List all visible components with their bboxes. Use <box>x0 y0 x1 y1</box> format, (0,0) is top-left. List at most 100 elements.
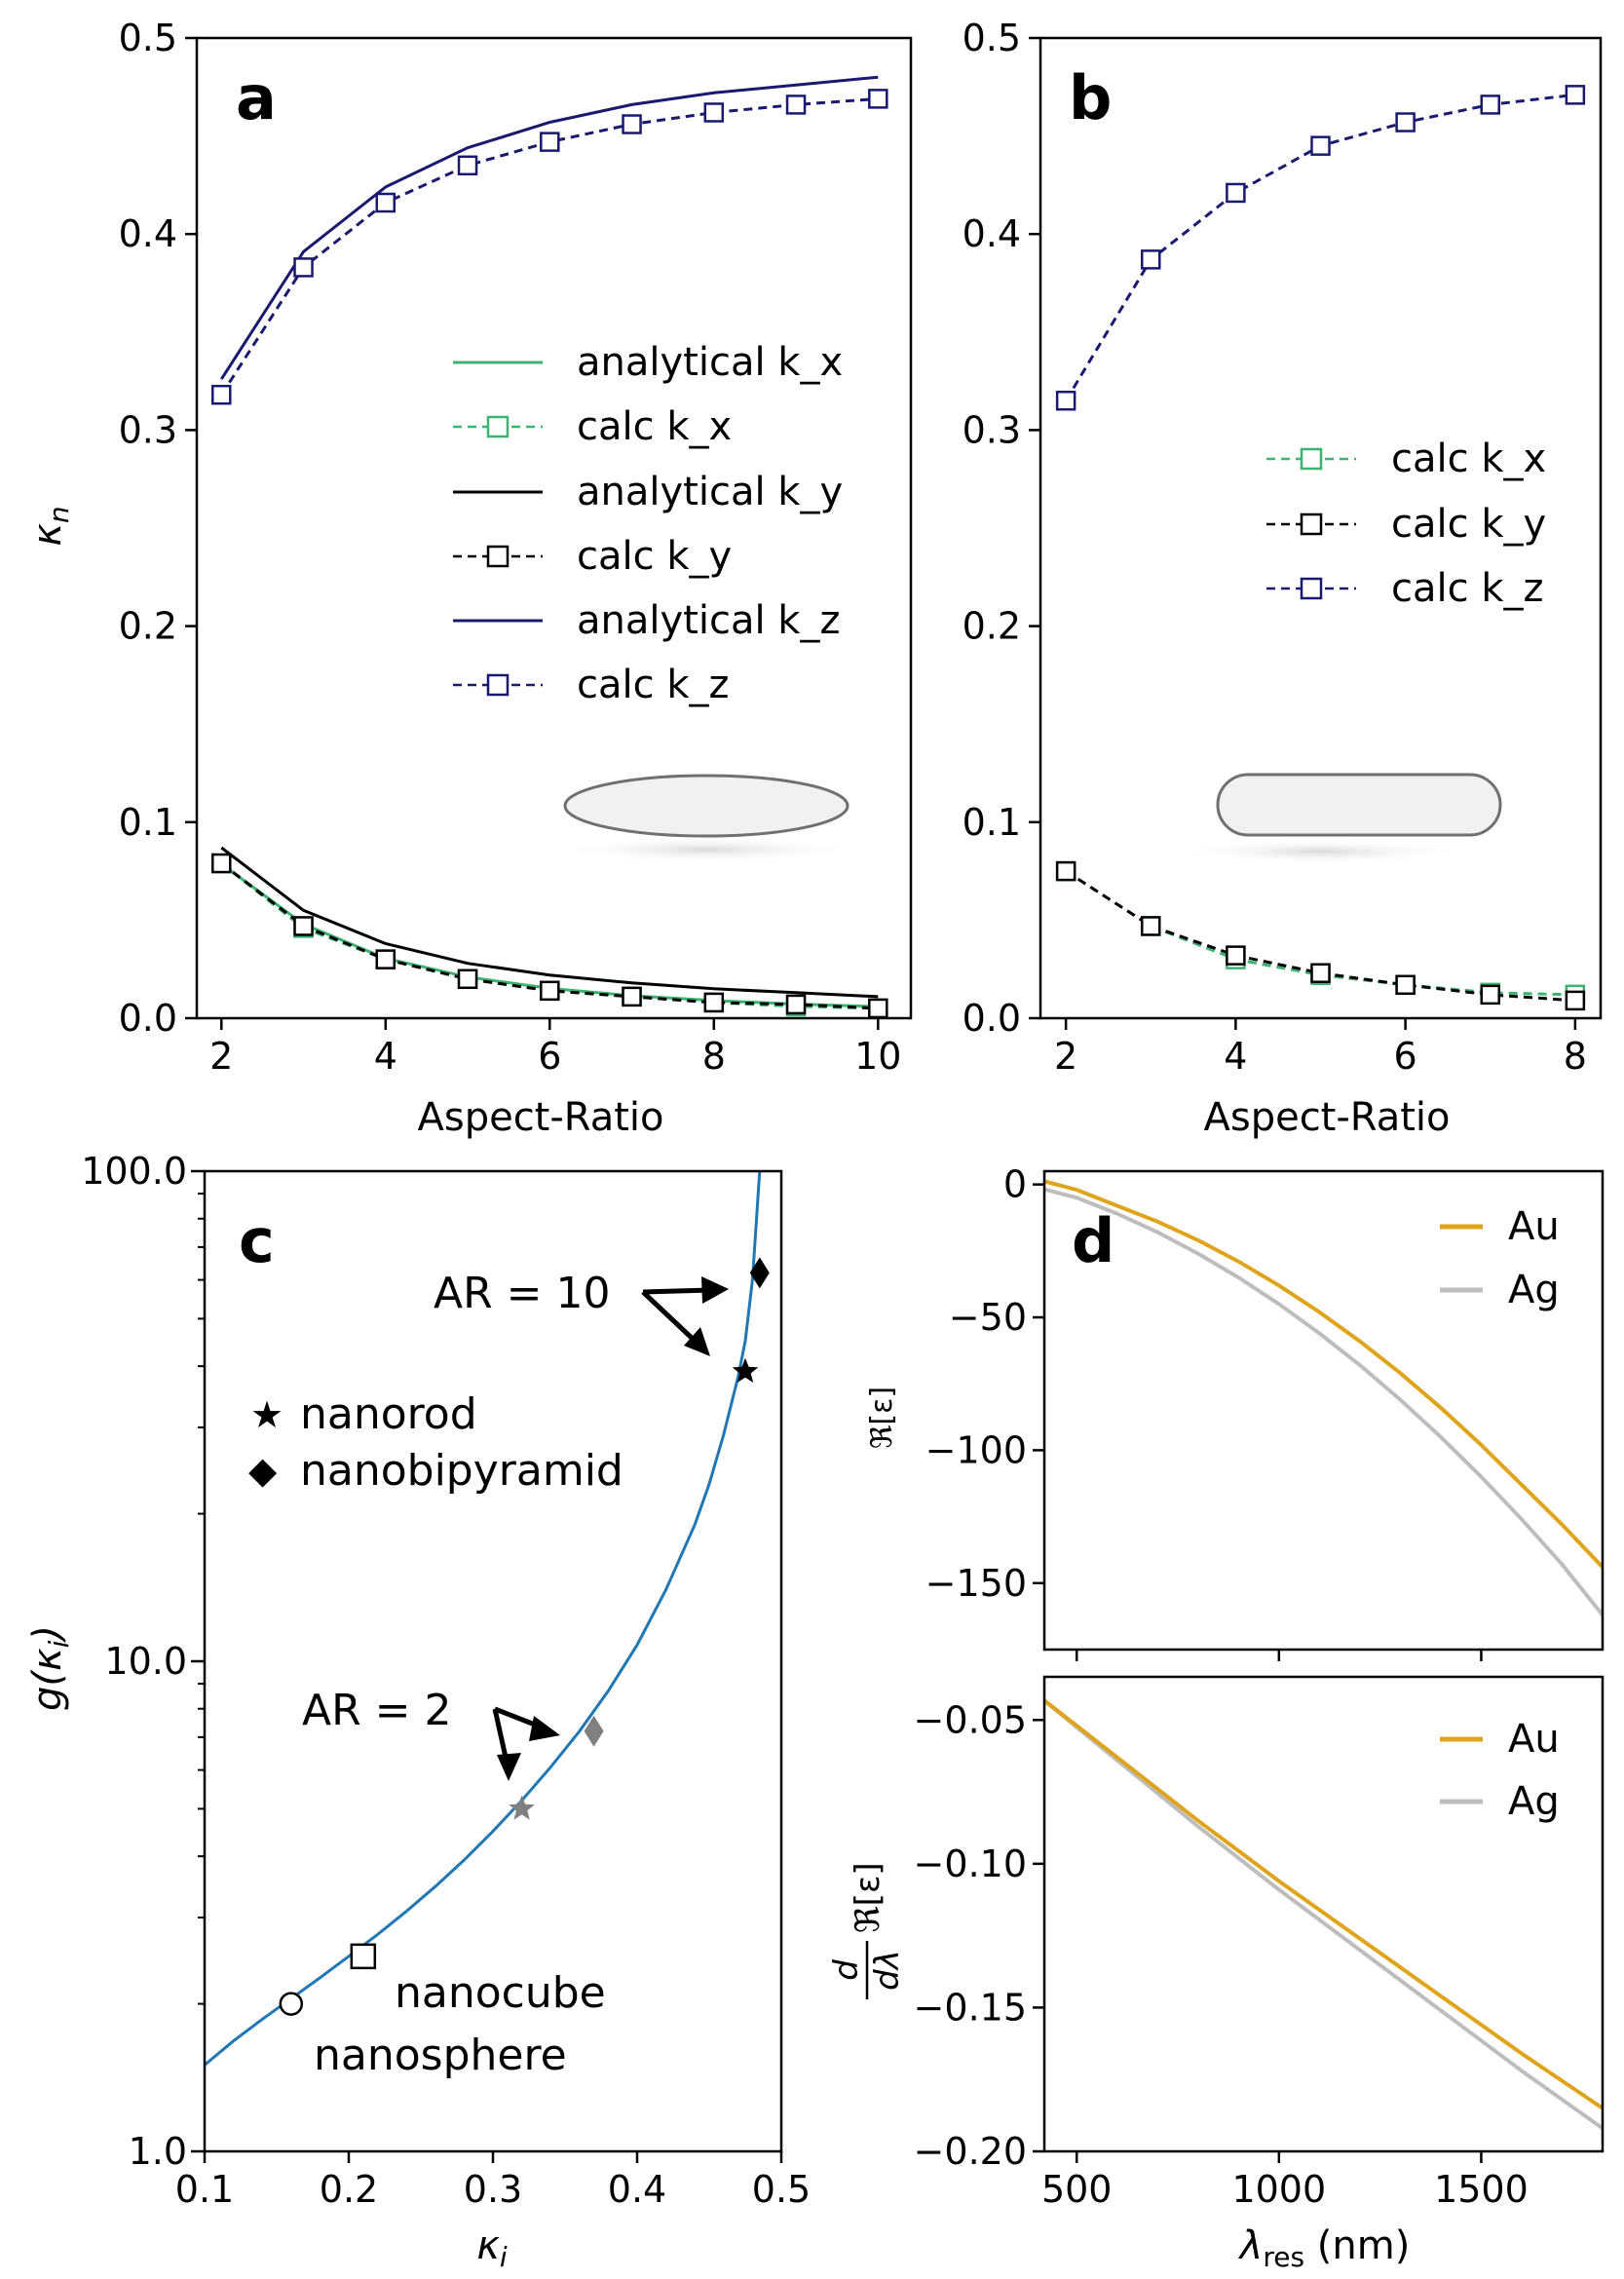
data-point-calc-k_z <box>1310 135 1331 156</box>
panel-d-bottom-ylabel: d dλ ℜ[ε] <box>827 1862 907 1999</box>
annotation-nanocube: nanocube <box>395 1968 606 2018</box>
data-point-calc-k_z <box>211 384 232 405</box>
y-tick-label: 0.5 <box>963 17 1021 59</box>
panel-c-ylabel-main: g(κ <box>25 1648 70 1711</box>
annotation-ar10: AR = 10 <box>434 1269 611 1318</box>
x-tick-label: 0.5 <box>752 2168 811 2211</box>
panel-d-xlabel: λres (nm) <box>1238 2223 1411 2273</box>
marker-nanobipyramid-AR-2 <box>584 1715 604 1747</box>
y-tick-label: 0.1 <box>963 801 1021 844</box>
x-tick-label: 500 <box>1041 2168 1113 2211</box>
y-tick-label: 0.2 <box>963 605 1021 648</box>
data-point-calc-k_y <box>1310 963 1331 983</box>
panel-c-letter: c <box>239 1205 275 1276</box>
panel-d-letter: d <box>1072 1205 1114 1276</box>
legend-label-calc-kx: calc k_x <box>577 404 732 449</box>
y-tick-label: −150 <box>925 1562 1027 1605</box>
data-point-calc-k_z <box>785 95 807 115</box>
panel-d-bottom-ylabel-den: dλ <box>868 1950 907 1991</box>
marker-nanobipyramid-AR-10 <box>749 1257 770 1289</box>
x-tick-label: 0.3 <box>464 2168 522 2211</box>
panel-d-bottom-ylabel-rest: ℜ[ε] <box>849 1862 888 1933</box>
g-kappa-curve <box>204 1170 762 2067</box>
x-tick-label: 10 <box>854 1035 901 1078</box>
data-point-calc-k_y <box>785 994 807 1015</box>
panel-d: 0 −50 −100 −150 500 1000 1500 −0.05 −0.10 −0.15 −… <box>827 1163 1605 2273</box>
x-tick-label: 6 <box>538 1035 561 1078</box>
data-point-calc-k_z <box>868 89 888 109</box>
data-point-calc-k_y <box>1565 990 1586 1011</box>
panel-b-xlabel: Aspect-Ratio <box>1203 1095 1450 1140</box>
marker-nanorod-AR-2 <box>509 1795 535 1820</box>
y-tick-label: −0.15 <box>914 1986 1027 2029</box>
annotation-ar10-arrowhead-1 <box>701 1276 729 1304</box>
y-tick-label: 0.2 <box>119 605 177 648</box>
data-point-calc-k_z <box>1055 390 1076 411</box>
legend-marker-calc-kz <box>486 673 510 697</box>
legend-diamond-symbol: ◆ <box>248 1449 278 1492</box>
y-tick-label: 0.3 <box>963 408 1021 451</box>
x-tick-label: 4 <box>1224 1035 1247 1078</box>
data-point-calc-k_z <box>1480 95 1500 115</box>
legend-marker-b-calc-ky <box>1300 513 1323 536</box>
panel-c-xlabel-main: κ <box>476 2223 500 2268</box>
panel-d-top-legend: Au Ag <box>1440 1204 1560 1312</box>
panel-a-ylabel-main: κ <box>25 523 70 547</box>
panel-c-ylabel-end: ) <box>25 1625 70 1644</box>
y-tick-label: 0.3 <box>119 408 177 451</box>
ellipsoid-illustration <box>555 774 857 863</box>
x-tick-label: 8 <box>702 1035 726 1078</box>
y-tick-label: −100 <box>925 1428 1027 1471</box>
legend-marker-b-calc-kx <box>1300 447 1323 471</box>
panel-a-ylabel: κn <box>25 506 75 546</box>
data-point-calc-k_y <box>1141 916 1161 936</box>
x-tick-label: 0.1 <box>175 2168 234 2211</box>
y-tick-label: 0.0 <box>963 997 1021 1040</box>
annotation-ar2-arrow <box>492 1706 541 1763</box>
annotation-ar10-arrowhead-2 <box>684 1327 710 1356</box>
data-point-calc-k_y <box>868 998 888 1019</box>
legend-label-nanorod: nanorod <box>300 1389 477 1439</box>
data-point-calc-k_z <box>703 102 725 123</box>
data-point-calc-k_y <box>1226 945 1246 966</box>
legend-marker-calc-ky <box>486 545 510 568</box>
y-tick-label: 0.0 <box>119 997 177 1040</box>
panel-d-xlabel-end: (nm) <box>1304 2223 1410 2268</box>
series-line-Au <box>1044 1697 1603 2110</box>
legend-marker-calc-kx <box>486 415 510 438</box>
y-tick-label: 0.4 <box>119 212 177 255</box>
legend-label-d-top-ag: Ag <box>1508 1268 1560 1312</box>
legend-star-symbol: ★ <box>250 1393 283 1436</box>
data-point-calc-k_y <box>375 949 397 969</box>
panel-c-ylabel-sub: i <box>43 1640 75 1648</box>
y-tick-label: 0.5 <box>119 17 177 59</box>
panel-a-xlabel: Aspect-Ratio <box>417 1095 663 1140</box>
panel-b-plot-area: 2 4 6 8 0.0 0.1 0.2 0.3 0.4 0.5 <box>963 17 1603 1078</box>
x-tick-label: 0.2 <box>320 2168 378 2211</box>
panel-a-legend: analytical k_x calc k_x analytical k_y c… <box>453 340 843 707</box>
data-point-calc-k_z <box>1565 85 1586 105</box>
data-point-calc-k_y <box>457 969 478 990</box>
capsule-illustration <box>1174 773 1502 864</box>
y-tick-label: −0.20 <box>914 2130 1027 2173</box>
panel-c-ylabel: g(κi) <box>25 1625 75 1711</box>
marker-nanorod-AR-10 <box>732 1357 759 1383</box>
series-line-Ag <box>1044 1697 1603 2131</box>
data-point-calc-k_z <box>1226 182 1246 204</box>
y-tick-label: 10.0 <box>104 1640 187 1683</box>
series-line-analytical-k_z <box>220 75 879 380</box>
panel-a-ylabel-sub: n <box>43 506 75 523</box>
panel-b: 2 4 6 8 0.0 0.1 0.2 0.3 0.4 0.5 b calc k_x calc k… <box>963 17 1603 1140</box>
annotation-ar2-arrowhead-2 <box>497 1753 521 1781</box>
data-point-calc-k_z <box>457 155 478 176</box>
x-tick-label: 2 <box>209 1035 233 1078</box>
legend-label-analytical-ky: analytical k_y <box>577 470 843 514</box>
y-tick-label: 0.4 <box>963 212 1021 255</box>
annotation-ar2-arrowhead-1 <box>529 1716 560 1741</box>
series-line-analytical-k_y <box>220 846 879 999</box>
panel-c-xlabel-sub: i <box>500 2241 508 2273</box>
panel-d-top-plot-area: 0 −50 −100 −150 <box>925 1163 1605 1661</box>
data-point-calc-k_y <box>211 853 232 874</box>
plot-frame <box>1039 36 1603 1020</box>
